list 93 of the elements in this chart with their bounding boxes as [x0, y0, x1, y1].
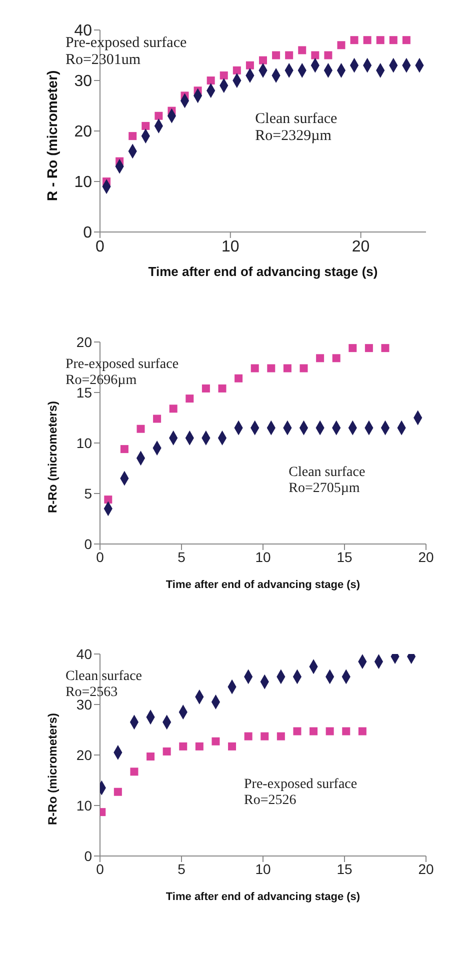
- y-tick-label: 5: [84, 485, 92, 502]
- point: [267, 364, 276, 372]
- point: [293, 727, 302, 736]
- series-label: Clean surface: [255, 111, 338, 128]
- point: [169, 404, 178, 413]
- y-tick-label: 20: [76, 746, 92, 763]
- x-tick-label: 0: [96, 548, 104, 565]
- point: [316, 354, 324, 362]
- point: [272, 51, 280, 60]
- x-tick-label: 20: [352, 238, 370, 256]
- x-tick-label: 10: [255, 860, 271, 877]
- x-tick-label: 20: [418, 548, 434, 565]
- point: [389, 36, 398, 44]
- point: [298, 46, 306, 54]
- annotation: Ro=2526: [244, 793, 298, 810]
- point: [104, 496, 112, 504]
- x-axis-title: Time after end of advancing stage (s): [166, 891, 360, 903]
- point: [128, 132, 137, 140]
- point: [358, 727, 366, 736]
- point: [250, 364, 259, 372]
- point: [285, 51, 294, 60]
- x-tick-label: 20: [418, 860, 434, 877]
- point: [402, 36, 410, 44]
- point: [234, 374, 243, 382]
- x-tick-label: 15: [336, 548, 352, 565]
- y-tick-label: 10: [76, 797, 92, 814]
- point: [136, 424, 145, 433]
- point: [363, 36, 372, 44]
- series-label: Pre-exposed surface: [244, 777, 358, 794]
- point: [195, 742, 204, 750]
- point: [212, 737, 220, 746]
- y-tick-label: 0: [84, 848, 92, 864]
- point: [342, 727, 350, 736]
- point: [130, 768, 138, 776]
- point: [259, 56, 267, 64]
- point: [310, 727, 318, 736]
- x-tick-label: 0: [96, 860, 104, 877]
- x-tick-label: 5: [178, 548, 186, 565]
- x-axis-title: Time after end of advancing stage (s): [166, 579, 360, 591]
- x-axis-title: Time after end of advancing stage (s): [148, 264, 378, 279]
- point: [228, 742, 236, 750]
- series-label: Pre-exposed surface: [65, 356, 179, 373]
- point: [337, 41, 346, 50]
- point: [332, 354, 340, 362]
- point: [276, 732, 285, 740]
- y-axis-title: R-Ro (micrometers): [45, 400, 60, 513]
- point: [260, 732, 269, 740]
- point: [232, 66, 241, 74]
- text: Clean surface: [288, 465, 366, 482]
- x-tick-label: 10: [222, 238, 240, 256]
- annotation: Ro=2329µm: [255, 128, 332, 146]
- x-tick-label: 15: [336, 860, 352, 877]
- y-tick-label: 0: [84, 536, 92, 552]
- y-tick-label: 20: [76, 334, 92, 350]
- point: [326, 727, 334, 736]
- y-axis-title: R - Ro (micrometer): [44, 70, 60, 201]
- annotation: Ro=2301um: [65, 52, 142, 70]
- x-tick-label: 5: [178, 860, 186, 877]
- point: [311, 51, 320, 60]
- point: [153, 414, 162, 423]
- y-tick-label: 10: [74, 174, 92, 192]
- y-tick-label: 0: [83, 224, 92, 242]
- y-tick-label: 30: [74, 73, 92, 90]
- y-tick-label: 20: [74, 124, 92, 141]
- point: [376, 36, 384, 44]
- point: [364, 344, 373, 352]
- point: [202, 384, 210, 392]
- point: [120, 445, 128, 454]
- point: [179, 742, 188, 750]
- x-tick-label: 0: [96, 238, 105, 256]
- point: [218, 384, 226, 392]
- point: [348, 344, 357, 352]
- point: [142, 122, 150, 130]
- point: [246, 61, 254, 70]
- y-tick-label: 40: [76, 646, 92, 662]
- point: [350, 36, 358, 44]
- point: [146, 752, 155, 761]
- point: [114, 788, 122, 796]
- point: [283, 364, 292, 372]
- point: [300, 364, 308, 372]
- annotation: Ro=2705µm: [288, 481, 361, 498]
- point: [186, 394, 194, 403]
- point: [381, 344, 390, 352]
- point: [220, 71, 228, 80]
- x-tick-label: 10: [255, 548, 271, 565]
- point: [162, 747, 171, 756]
- series-label: Clean surface: [65, 668, 142, 685]
- y-tick-label: 10: [76, 434, 92, 451]
- point: [154, 112, 163, 120]
- point: [206, 76, 215, 84]
- point: [244, 732, 252, 740]
- point: [324, 51, 332, 60]
- y-axis-title: R-Ro (micrometers): [45, 712, 60, 825]
